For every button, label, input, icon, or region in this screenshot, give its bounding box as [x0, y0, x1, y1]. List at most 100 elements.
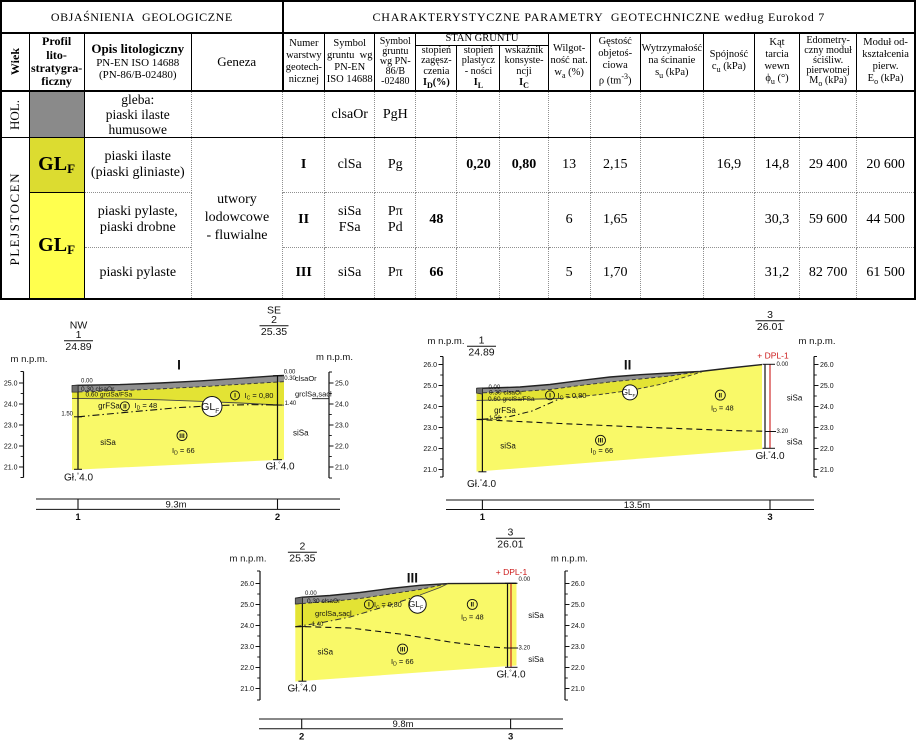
svg-text:GLF: GLF [409, 599, 424, 611]
svg-text:24.0: 24.0 [423, 404, 437, 411]
svg-text:26.01: 26.01 [757, 321, 783, 333]
svg-text:25.35: 25.35 [261, 326, 287, 338]
svg-text:1: 1 [479, 335, 485, 347]
svg-text:III: III [400, 646, 406, 653]
svg-text:0.00: 0.00 [777, 362, 789, 368]
svg-text:24.89: 24.89 [468, 347, 494, 359]
svg-text:Gł.°4.0: Gł.°4.0 [755, 451, 785, 462]
svg-text:m n.p.m.: m n.p.m. [551, 554, 588, 565]
svg-text:2: 2 [299, 541, 305, 553]
svg-text:siSa: siSa [528, 655, 544, 664]
svg-text:2: 2 [271, 314, 277, 326]
svg-text:GLF: GLF [622, 388, 636, 399]
svg-text:13.5m: 13.5m [624, 500, 650, 511]
svg-text:24.0: 24.0 [4, 402, 18, 409]
svg-text:1: 1 [76, 329, 82, 341]
svg-text:IC = 0,80: IC = 0,80 [558, 391, 587, 402]
svg-text:ID = 66: ID = 66 [591, 446, 614, 457]
svg-text:III: III [407, 571, 418, 586]
svg-text:26.0: 26.0 [571, 581, 585, 588]
svg-text:I: I [368, 602, 370, 609]
svg-text:grclSa,sacl: grclSa,sacl [315, 609, 352, 618]
svg-text:0.30 clsaOr: 0.30 clsaOr [307, 598, 341, 605]
svg-text:1.40: 1.40 [312, 622, 324, 628]
svg-text:24.0: 24.0 [820, 404, 834, 411]
svg-text:23.0: 23.0 [820, 425, 834, 432]
svg-text:siSa: siSa [318, 647, 334, 656]
svg-text:m n.p.m.: m n.p.m. [428, 336, 465, 347]
svg-text:23.0: 23.0 [571, 644, 585, 651]
svg-text:III: III [598, 438, 604, 445]
svg-text:IC = 0,80: IC = 0,80 [245, 391, 274, 402]
svg-text:II: II [624, 358, 632, 373]
svg-text:26.0: 26.0 [423, 362, 437, 369]
svg-text:0.00: 0.00 [81, 379, 93, 385]
svg-text:24.0: 24.0 [335, 402, 349, 409]
svg-text:siSa: siSa [293, 429, 309, 438]
svg-text:NW: NW [70, 320, 88, 332]
svg-text:ID = 48: ID = 48 [135, 401, 158, 412]
svg-text:grFSa: grFSa [494, 406, 516, 415]
svg-text:grclSa,sacl: grclSa,sacl [295, 389, 332, 398]
svg-text:m n.p.m.: m n.p.m. [11, 354, 48, 365]
svg-text:25.0: 25.0 [4, 381, 18, 388]
svg-text:+ DPL-1: + DPL-1 [496, 567, 528, 577]
svg-text:1.50: 1.50 [61, 411, 73, 417]
svg-text:SE: SE [267, 305, 281, 317]
svg-text:9.3m: 9.3m [165, 499, 186, 510]
svg-text:25.0: 25.0 [571, 602, 585, 609]
svg-text:1.50: 1.50 [489, 416, 501, 422]
svg-text:m n.p.m.: m n.p.m. [799, 336, 836, 347]
svg-text:1: 1 [480, 512, 486, 523]
svg-text:0.60 grclSa/FSa: 0.60 grclSa/FSa [488, 396, 535, 403]
svg-text:Gł.°4.0: Gł.°4.0 [467, 479, 497, 490]
svg-text:26.0: 26.0 [820, 362, 834, 369]
svg-text:2: 2 [275, 512, 280, 523]
svg-text:Gł.°4.0: Gł.°4.0 [265, 462, 295, 473]
svg-text:I: I [177, 358, 181, 373]
svg-text:21.0: 21.0 [423, 467, 437, 474]
svg-text:26.0: 26.0 [240, 581, 254, 588]
svg-text:3: 3 [767, 309, 773, 321]
svg-text:I: I [234, 393, 236, 400]
svg-text:3: 3 [508, 732, 513, 743]
svg-text:0.00: 0.00 [305, 591, 317, 597]
svg-text:23.0: 23.0 [423, 425, 437, 432]
svg-text:24.0: 24.0 [571, 623, 585, 630]
svg-text:siSa: siSa [500, 442, 516, 451]
svg-text:3: 3 [767, 512, 772, 523]
svg-text:25.0: 25.0 [240, 602, 254, 609]
svg-text:0.00: 0.00 [284, 370, 296, 376]
svg-text:25.0: 25.0 [335, 381, 349, 388]
svg-text:23.0: 23.0 [4, 423, 18, 430]
svg-text:2: 2 [299, 732, 304, 743]
svg-text:22.0: 22.0 [4, 444, 18, 451]
svg-text:9.8m: 9.8m [392, 719, 413, 730]
svg-text:0.30 clsaOr: 0.30 clsaOr [81, 386, 115, 393]
svg-text:22.0: 22.0 [820, 446, 834, 453]
svg-text:25.0: 25.0 [423, 383, 437, 390]
svg-text:0.00: 0.00 [519, 577, 531, 583]
svg-text:21.0: 21.0 [240, 686, 254, 693]
svg-text:0.30 clsaOr: 0.30 clsaOr [489, 390, 523, 397]
svg-text:III: III [179, 433, 185, 440]
svg-text:24.89: 24.89 [65, 341, 91, 353]
svg-text:grFSa: grFSa [98, 401, 120, 410]
svg-text:1.40: 1.40 [285, 401, 297, 407]
svg-text:GLF: GLF [201, 401, 219, 415]
svg-text:siSa: siSa [528, 611, 544, 620]
svg-text:II: II [718, 392, 722, 399]
svg-text:ID = 66: ID = 66 [172, 446, 195, 457]
svg-text:II: II [123, 404, 127, 411]
svg-text:22.0: 22.0 [240, 665, 254, 672]
svg-text:m n.p.m.: m n.p.m. [316, 352, 353, 363]
svg-text:Gł.°4.0: Gł.°4.0 [64, 473, 94, 484]
svg-text:ID = 48: ID = 48 [711, 404, 734, 415]
svg-text:3: 3 [507, 527, 513, 539]
svg-text:22.0: 22.0 [423, 446, 437, 453]
svg-text:siSa: siSa [787, 438, 803, 447]
svg-text:21.0: 21.0 [820, 467, 834, 474]
svg-text:25.35: 25.35 [289, 553, 315, 565]
svg-text:II: II [470, 602, 474, 609]
svg-text:26.01: 26.01 [497, 539, 523, 551]
